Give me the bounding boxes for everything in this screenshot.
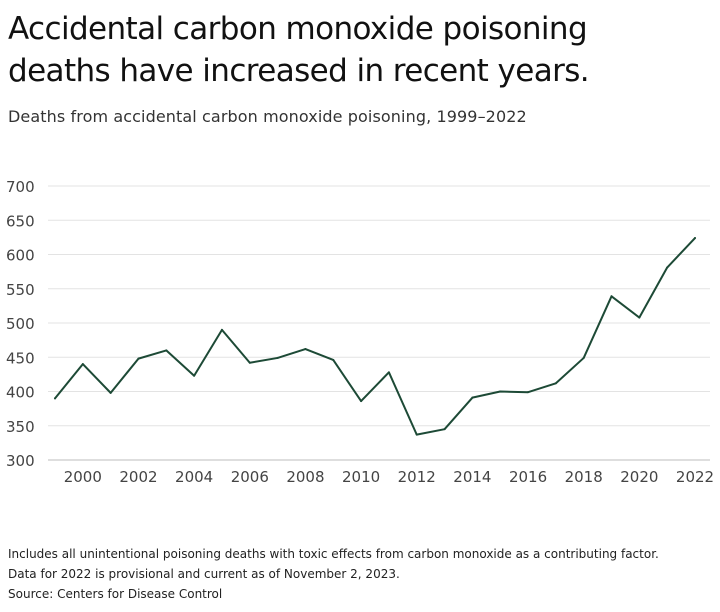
- x-tick-label: 2020: [620, 468, 658, 486]
- y-tick-label: 500: [6, 315, 35, 333]
- chart-subtitle: Deaths from accidental carbon monoxide p…: [8, 107, 527, 126]
- y-tick-label: 350: [6, 418, 35, 436]
- y-tick-label: 450: [6, 349, 35, 367]
- chart-title-line-2: deaths have increased in recent years.: [8, 53, 590, 89]
- y-tick-label: 600: [6, 247, 35, 265]
- data-point: [276, 356, 279, 359]
- data-point: [582, 356, 585, 359]
- y-tick-label: 400: [6, 384, 35, 402]
- data-point: [304, 348, 307, 351]
- x-tick-label: 2000: [64, 468, 102, 486]
- data-point: [554, 382, 557, 385]
- data-point: [248, 361, 251, 364]
- line-chart: 300 350 400 450 500 550 600 650 700 2000 2002 2004 2…: [6, 178, 714, 486]
- data-point: [471, 396, 474, 399]
- data-point: [666, 266, 669, 269]
- data-point: [54, 397, 56, 400]
- data-point: [499, 390, 502, 393]
- data-point: [137, 357, 140, 360]
- data-point: [694, 237, 696, 240]
- x-tick-label: 2012: [398, 468, 436, 486]
- chart-footnotes: Includes all unintentional poisoning dea…: [8, 544, 714, 604]
- data-point: [109, 391, 112, 394]
- x-tick-label: 2022: [676, 468, 714, 486]
- x-tick-label: 2004: [175, 468, 213, 486]
- data-point: [81, 363, 84, 366]
- y-tick-label: 550: [6, 281, 35, 299]
- x-tick-label: 2016: [509, 468, 547, 486]
- x-tick-label: 2002: [119, 468, 157, 486]
- data-point: [415, 433, 418, 436]
- data-point: [220, 328, 223, 331]
- data-point: [638, 316, 641, 319]
- data-point: [527, 391, 530, 394]
- chart-title-line-1: Accidental carbon monoxide poisoning: [8, 11, 588, 47]
- y-tick-label: 650: [6, 212, 35, 230]
- data-point: [332, 358, 335, 361]
- footnote-definition: Includes all unintentional poisoning dea…: [8, 547, 659, 561]
- x-tick-label: 2014: [453, 468, 491, 486]
- y-tick-label: 300: [6, 452, 35, 470]
- footnote-provisional: Data for 2022 is provisional and current…: [8, 567, 400, 581]
- x-tick-label: 2006: [231, 468, 269, 486]
- data-point: [443, 428, 446, 431]
- data-point: [610, 295, 613, 298]
- x-tick-label: 2018: [565, 468, 603, 486]
- x-tick-label: 2008: [286, 468, 324, 486]
- data-point: [387, 371, 390, 374]
- data-point: [165, 349, 168, 352]
- data-point: [193, 374, 196, 377]
- series-line: [54, 237, 696, 436]
- footnote-source: Source: Centers for Disease Control: [8, 587, 223, 601]
- y-tick-label: 700: [6, 178, 35, 196]
- data-point: [360, 400, 363, 403]
- x-tick-label: 2010: [342, 468, 380, 486]
- chart-title: Accidental carbon monoxide poisoning dea…: [8, 8, 708, 92]
